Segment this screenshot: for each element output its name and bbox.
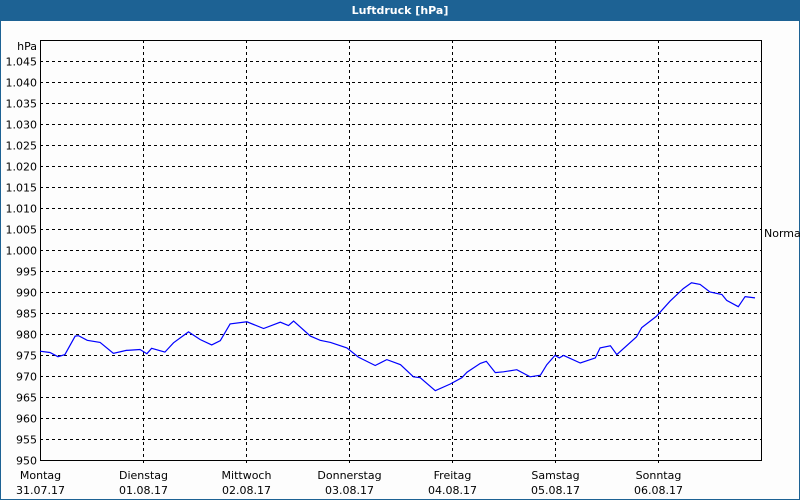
y-tick-label: 1.040	[6, 77, 38, 90]
y-tick-label: 970	[16, 371, 37, 384]
y-tick-label: 1.010	[6, 203, 38, 216]
y-axis-unit: hPa	[17, 40, 37, 53]
x-tick-date: 04.08.17	[428, 484, 477, 497]
x-tick-date: 02.08.17	[222, 484, 271, 497]
pressure-line	[39, 282, 756, 392]
y-tick-label: 1.035	[6, 98, 38, 111]
chart-title: Luftdruck [hPa]	[0, 0, 800, 21]
x-tick-day: Samstag	[531, 469, 579, 482]
x-tick-day: Dienstag	[119, 469, 168, 482]
y-tick-label: 965	[16, 392, 37, 405]
y-tick-label: 1.005	[6, 224, 38, 237]
y-tick-label: 960	[16, 413, 37, 426]
y-tick-label: 1.030	[6, 119, 38, 132]
x-tick-day: Mittwoch	[222, 469, 272, 482]
y-tick-label: 1.015	[6, 182, 38, 195]
x-tick-day: Donnerstag	[317, 469, 381, 482]
x-tick-day: Montag	[20, 469, 61, 482]
x-tick-date: 05.08.17	[531, 484, 580, 497]
normal-label: Normal	[764, 227, 800, 240]
x-tick-day: Sonntag	[636, 469, 682, 482]
y-tick-label: 1.020	[6, 161, 38, 174]
y-tick-label: 950	[16, 455, 37, 468]
y-tick-label: 1.025	[6, 140, 38, 153]
y-tick-label: 990	[16, 287, 37, 300]
y-tick-label: 1.045	[6, 56, 38, 69]
x-tick-date: 03.08.17	[325, 484, 374, 497]
x-tick-date: 31.07.17	[16, 484, 65, 497]
y-tick-label: 1.000	[6, 245, 38, 258]
y-tick-label: 975	[16, 350, 37, 363]
y-tick-label: 985	[16, 308, 37, 321]
x-tick-date: 01.08.17	[119, 484, 168, 497]
y-tick-label: 995	[16, 266, 37, 279]
x-tick-day: Freitag	[434, 469, 472, 482]
y-tick-label: 955	[16, 434, 37, 447]
x-tick-date: 06.08.17	[634, 484, 683, 497]
y-tick-label: 980	[16, 329, 37, 342]
plot-frame	[40, 40, 762, 461]
